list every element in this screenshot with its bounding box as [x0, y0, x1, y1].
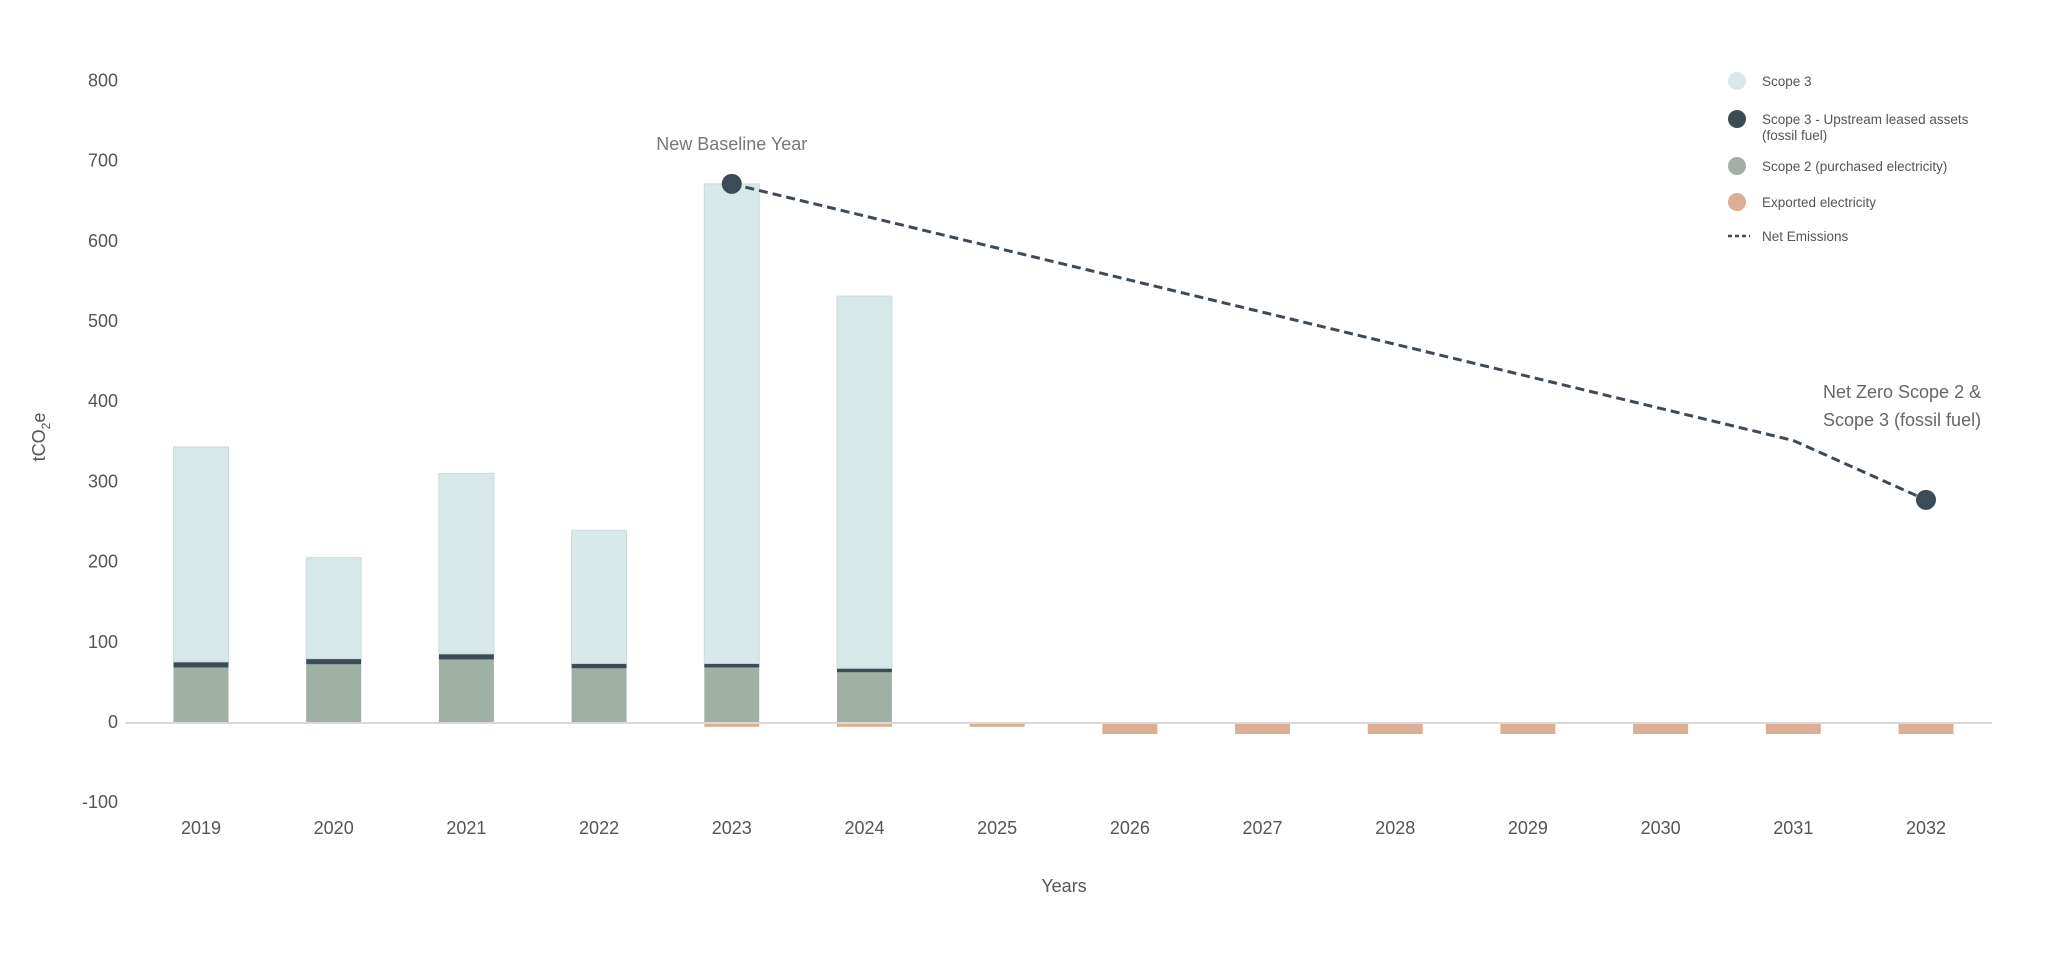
bar-scope-3-2024	[836, 295, 893, 669]
x-tick-label: 2030	[1641, 818, 1681, 838]
bar-scope-3-2022	[571, 529, 628, 664]
annotation-baseline: New Baseline Year	[656, 134, 807, 154]
legend: Scope 3 Scope 3 - Upstream leased assets(…	[1728, 72, 1969, 244]
bar-scope-3-upstream-leased-assets-fossil-fuel--2022	[571, 663, 627, 669]
y-tick-label: -100	[82, 792, 118, 812]
y-tick-label: 500	[88, 311, 118, 331]
bar-exported-electricity-2029	[1500, 722, 1556, 735]
y-tick-label: 200	[88, 552, 118, 572]
bar-scope-2-purchased-electricity--2021	[438, 659, 494, 722]
bar-exported-electricity-2028	[1367, 722, 1423, 735]
bar-exported-electricity-2027	[1235, 722, 1291, 735]
y-axis-label: tCO2e	[29, 413, 53, 462]
y-tick-label: 0	[108, 712, 118, 732]
x-tick-label: 2024	[844, 818, 884, 838]
y-axis-ticks: -100 0 100 200 300 400 500 600 700 800	[82, 70, 118, 812]
x-tick-label: 2025	[977, 818, 1017, 838]
bar-scope-2-purchased-electricity--2023	[704, 667, 760, 722]
x-tick-label: 2029	[1508, 818, 1548, 838]
legend-swatch	[1728, 193, 1746, 211]
legend-label: Scope 3	[1762, 74, 1812, 89]
x-tick-label: 2019	[181, 818, 221, 838]
bar-exported-electricity-2026	[1102, 722, 1158, 735]
legend-swatch	[1728, 157, 1746, 175]
x-tick-label: 2023	[712, 818, 752, 838]
legend-item: Scope 3	[1728, 72, 1812, 90]
bar-scope-3-upstream-leased-assets-fossil-fuel--2023	[704, 663, 760, 668]
bar-exported-electricity-2031	[1765, 722, 1821, 735]
x-tick-label: 2028	[1375, 818, 1415, 838]
bar-scope-3-2021	[438, 472, 495, 655]
bar-scope-3-2019	[173, 446, 229, 663]
bar-exported-electricity-2030	[1633, 722, 1689, 735]
legend-item: Exported electricity	[1728, 193, 1876, 211]
legend-label: Exported electricity	[1762, 195, 1876, 210]
annotation-net-zero: Net Zero Scope 2 &	[1823, 382, 1981, 402]
net-emissions-marker-2023	[721, 173, 742, 194]
bar-scope-2-purchased-electricity--2020	[306, 664, 362, 722]
x-tick-label: 2031	[1773, 818, 1813, 838]
bar-scope-3-upstream-leased-assets-fossil-fuel--2024	[836, 668, 892, 673]
bar-scope-3-upstream-leased-assets-fossil-fuel--2021	[438, 653, 494, 660]
legend-item: Net Emissions	[1728, 229, 1849, 244]
bar-scope-2-purchased-electricity--2024	[836, 672, 892, 722]
x-tick-label: 2026	[1110, 818, 1150, 838]
net-emissions-marker-2032	[1916, 489, 1936, 510]
bar-exported-electricity-2032	[1898, 722, 1954, 735]
bar-scope-3-2023	[703, 183, 760, 664]
net-emissions-line	[721, 173, 1936, 510]
x-tick-label: 2027	[1243, 818, 1283, 838]
legend-item: Scope 2 (purchased electricity)	[1728, 157, 1947, 175]
y-tick-label: 100	[88, 632, 118, 652]
x-tick-label: 2021	[446, 818, 486, 838]
bar-scope-3-upstream-leased-assets-fossil-fuel--2019	[173, 661, 229, 668]
y-tick-label: 700	[88, 151, 118, 171]
x-tick-label: 2022	[579, 818, 619, 838]
bar-scope-2-purchased-electricity--2019	[173, 667, 229, 722]
net-emissions-path	[731, 182, 1927, 502]
y-tick-label: 400	[88, 391, 118, 411]
x-axis-ticks: 2019 2020 2021 2022 2023 2024 2025 2026 2027 2028…	[181, 818, 1946, 838]
annotation-net-zero: Scope 3 (fossil fuel)	[1823, 410, 1981, 430]
legend-swatch	[1728, 72, 1746, 90]
y-tick-label: 600	[88, 231, 118, 251]
bar-scope-2-purchased-electricity--2022	[571, 668, 627, 722]
y-tick-label: 800	[88, 70, 118, 90]
bar-exported-electricity-2024	[836, 722, 892, 727]
bar-scope-3-upstream-leased-assets-fossil-fuel--2020	[306, 658, 362, 665]
x-tick-label: 2020	[314, 818, 354, 838]
bar-exported-electricity-2023	[704, 722, 760, 727]
bar-scope-3-2020	[305, 557, 362, 660]
bars	[173, 183, 1954, 735]
legend-label: Scope 2 (purchased electricity)	[1762, 159, 1947, 174]
legend-swatch	[1728, 110, 1746, 128]
legend-item: Scope 3 - Upstream leased assets(fossil …	[1728, 110, 1969, 143]
y-tick-label: 300	[88, 471, 118, 491]
bar-exported-electricity-2025	[969, 722, 1025, 727]
annotations: New Baseline Year Net Zero Scope 2 & Scope…	[656, 134, 1981, 430]
x-axis-label: Years	[1041, 876, 1086, 896]
legend-label: (fossil fuel)	[1762, 128, 1827, 143]
x-tick-label: 2032	[1906, 818, 1946, 838]
legend-label: Scope 3 - Upstream leased assets	[1762, 112, 1969, 127]
legend-label: Net Emissions	[1762, 229, 1849, 244]
